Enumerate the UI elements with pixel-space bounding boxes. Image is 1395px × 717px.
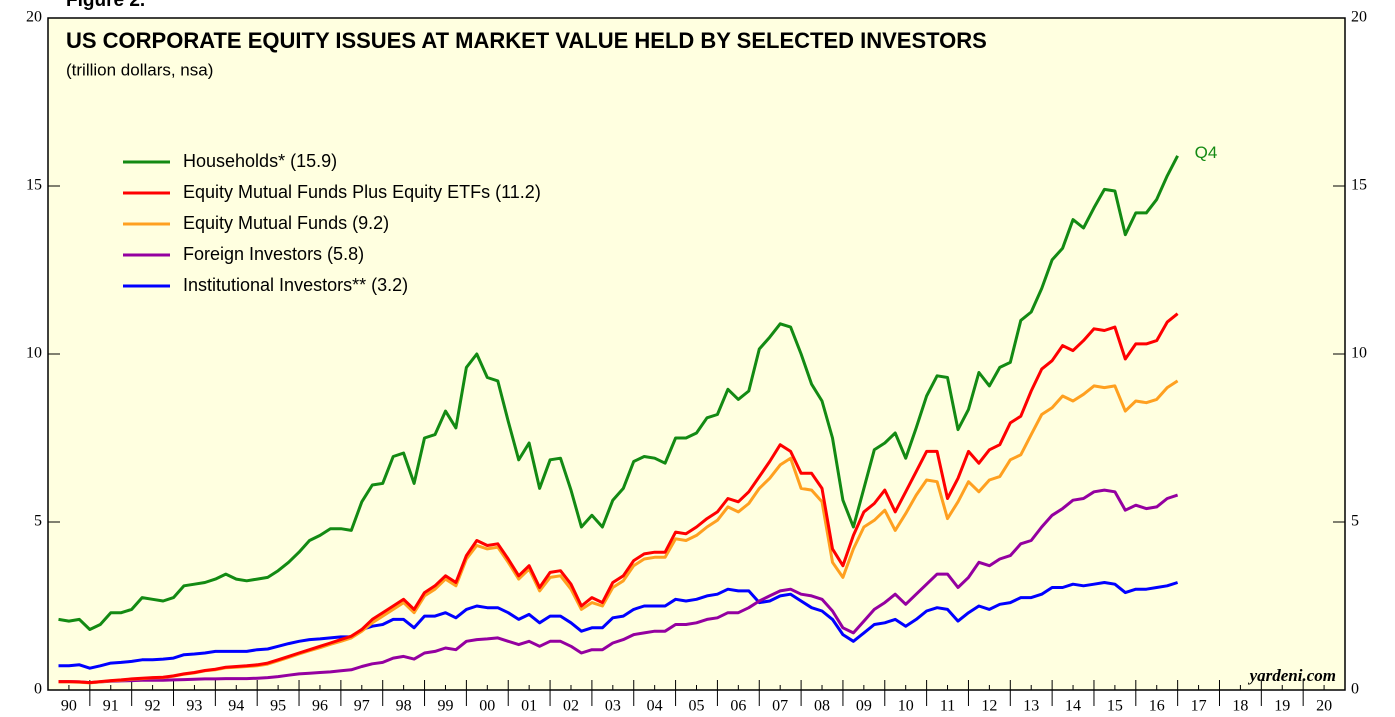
x-tick-label: 09: [856, 698, 872, 715]
x-tick-label: 02: [563, 698, 579, 715]
chart-subtitle: (trillion dollars, nsa): [66, 60, 213, 79]
x-tick-label: 19: [1274, 698, 1290, 715]
x-tick-label: 17: [1191, 698, 1207, 715]
legend-label: Equity Mutual Funds Plus Equity ETFs (11…: [183, 182, 541, 202]
legend-label: Foreign Investors (5.8): [183, 244, 364, 264]
figure-label: Figure 2.: [66, 0, 145, 11]
x-tick-label: 18: [1232, 698, 1248, 715]
x-tick-label: 10: [898, 698, 914, 715]
y2-tick-label: 0: [1351, 681, 1359, 698]
x-tick-label: 03: [605, 698, 621, 715]
x-tick-label: 94: [228, 698, 244, 715]
legend-label: Institutional Investors** (3.2): [183, 275, 408, 295]
x-tick-label: 12: [981, 698, 997, 715]
x-tick-label: 93: [186, 698, 202, 715]
series-line: [58, 488, 1179, 685]
x-tick-label: 91: [103, 698, 119, 715]
source: yardeni.com: [1248, 666, 1336, 685]
x-tick-label: 04: [647, 698, 663, 715]
y-tick-label: 20: [26, 9, 42, 26]
legend-label: Equity Mutual Funds (9.2): [183, 213, 389, 233]
series-line: [58, 312, 1179, 685]
x-tick-label: 06: [730, 698, 746, 715]
x-tick-label: 16: [1149, 698, 1165, 715]
y-tick-label: 10: [26, 345, 42, 362]
x-tick-label: 07: [772, 698, 788, 715]
x-tick-label: 13: [1023, 698, 1039, 715]
chart-title: US CORPORATE EQUITY ISSUES AT MARKET VAL…: [66, 28, 987, 53]
x-tick-label: 20: [1316, 698, 1332, 715]
annotation: Q4: [1195, 143, 1218, 162]
x-tick-label: 98: [396, 698, 412, 715]
x-tick-label: 92: [145, 698, 161, 715]
x-tick-label: 14: [1065, 698, 1081, 715]
x-tick-label: 95: [270, 698, 286, 715]
series-line: [58, 155, 1179, 631]
x-tick-label: 96: [312, 698, 328, 715]
y2-tick-label: 10: [1351, 345, 1367, 362]
x-tick-label: 99: [437, 698, 453, 715]
x-tick-label: 97: [354, 698, 370, 715]
x-tick-label: 15: [1107, 698, 1123, 715]
y2-tick-label: 5: [1351, 513, 1359, 530]
series-line: [58, 581, 1179, 670]
x-tick-label: 05: [689, 698, 705, 715]
x-tick-label: 00: [479, 698, 495, 715]
y-tick-label: 5: [34, 513, 42, 530]
x-tick-label: 90: [61, 698, 77, 715]
x-tick-label: 11: [940, 698, 955, 715]
y2-tick-label: 15: [1351, 177, 1367, 194]
legend-label: Households* (15.9): [183, 151, 337, 171]
y-tick-label: 0: [34, 681, 42, 698]
y-tick-label: 15: [26, 177, 42, 194]
x-tick-label: 01: [521, 698, 537, 715]
y2-tick-label: 20: [1351, 9, 1367, 26]
x-tick-label: 08: [814, 698, 830, 715]
